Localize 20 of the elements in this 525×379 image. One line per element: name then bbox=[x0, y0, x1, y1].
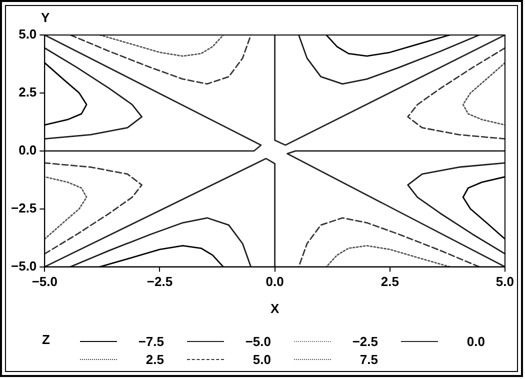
y-axis-title: Y bbox=[41, 10, 50, 25]
legend-label: −5.0 bbox=[244, 334, 271, 348]
legend-label: 0.0 bbox=[466, 334, 485, 348]
legend-label: −2.5 bbox=[351, 334, 378, 348]
legend-title: Z bbox=[42, 332, 51, 349]
y-tick-label: 5.0 bbox=[18, 26, 37, 42]
y-tick-label: −5.0 bbox=[10, 258, 37, 274]
y-tick-label: 0.0 bbox=[18, 142, 37, 158]
x-tick-label: 0.0 bbox=[266, 274, 284, 290]
legend-label: −7.5 bbox=[137, 334, 164, 348]
y-tick-label: −2.5 bbox=[10, 200, 37, 216]
x-tick-label: −5.0 bbox=[32, 274, 58, 290]
x-tick-label: 2.5 bbox=[380, 274, 399, 290]
legend-label: 5.0 bbox=[252, 352, 271, 366]
x-axis-title: X bbox=[270, 300, 280, 316]
legend-label: 2.5 bbox=[144, 352, 164, 366]
y-tick-label: 2.5 bbox=[18, 84, 37, 100]
x-tick-label: −2.5 bbox=[146, 274, 173, 290]
x-tick-label: 5.0 bbox=[496, 274, 514, 290]
legend-label: 7.5 bbox=[358, 352, 378, 366]
